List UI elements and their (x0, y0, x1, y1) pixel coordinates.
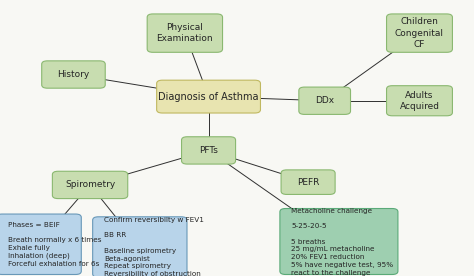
Text: Phases = BEIF

Breath normally x 6 times
Exhale fully
Inhalation (deep)
Forceful: Phases = BEIF Breath normally x 6 times … (8, 222, 101, 267)
Text: Confirm reversibilty w FEV1

BB RR

Baseline spirometry
Beta-agonist
Repeat spir: Confirm reversibilty w FEV1 BB RR Baseli… (104, 217, 204, 276)
FancyBboxPatch shape (280, 209, 398, 274)
FancyBboxPatch shape (182, 137, 236, 164)
FancyBboxPatch shape (299, 87, 350, 114)
FancyBboxPatch shape (281, 170, 335, 194)
Text: Children
Congenital
CF: Children Congenital CF (395, 17, 444, 49)
FancyBboxPatch shape (156, 80, 261, 113)
Text: Metacholine challenge

5-25-20-5

5 breaths
25 mg/mL metacholine
20% FEV1 reduct: Metacholine challenge 5-25-20-5 5 breath… (291, 208, 393, 275)
Text: PEFR: PEFR (297, 178, 319, 187)
FancyBboxPatch shape (147, 14, 223, 52)
Text: History: History (57, 70, 90, 79)
FancyBboxPatch shape (0, 214, 82, 274)
Text: Spirometry: Spirometry (65, 181, 115, 189)
Text: DDx: DDx (315, 96, 334, 105)
FancyBboxPatch shape (52, 171, 128, 199)
Text: Diagnosis of Asthma: Diagnosis of Asthma (158, 92, 259, 102)
Text: PFTs: PFTs (199, 146, 218, 155)
Text: Adults
Acquired: Adults Acquired (400, 91, 439, 111)
FancyBboxPatch shape (92, 217, 187, 276)
FancyBboxPatch shape (387, 14, 452, 52)
FancyBboxPatch shape (387, 86, 452, 116)
FancyBboxPatch shape (42, 61, 105, 88)
Text: Physical
Examination: Physical Examination (156, 23, 213, 43)
